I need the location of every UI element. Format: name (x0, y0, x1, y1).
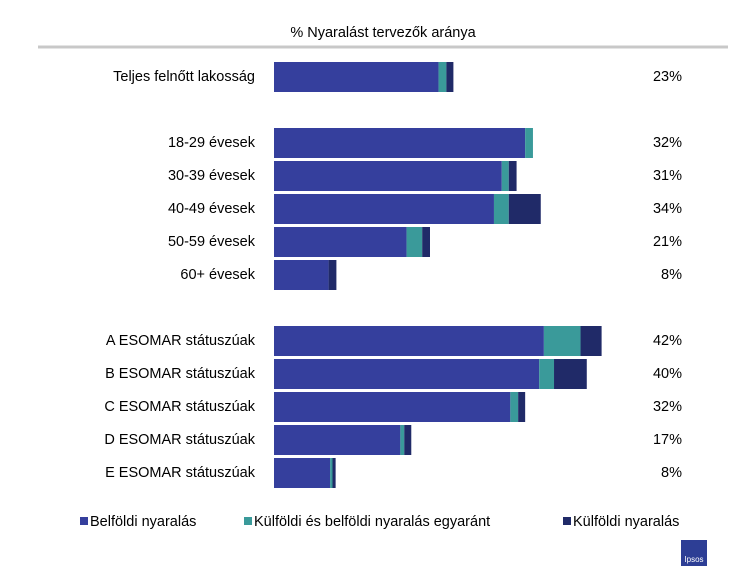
total-label: 32% (653, 399, 682, 415)
bar-segment (554, 359, 587, 389)
bar-segment (518, 392, 526, 422)
bar-segment (274, 194, 494, 224)
bar-segment (274, 392, 511, 422)
total-label: 42% (653, 333, 682, 349)
bar-segment (508, 161, 517, 191)
total-label: 34% (653, 201, 682, 217)
bar-segment (274, 326, 544, 356)
bar-segment (493, 194, 509, 224)
bar-segment (274, 227, 407, 257)
bar-segment (508, 194, 541, 224)
legend-label: Belföldi nyaralás (90, 514, 196, 530)
logo-box (681, 540, 707, 566)
bar-segment (438, 62, 447, 92)
category-label: 60+ évesek (180, 267, 255, 283)
bar-segment (330, 458, 333, 488)
category-label: E ESOMAR státuszúak (105, 465, 256, 481)
bar-segment (274, 128, 526, 158)
bar-segment (274, 161, 502, 191)
bar-segment (274, 458, 331, 488)
category-label: 30-39 évesek (168, 168, 256, 184)
logo: Ipsos (684, 555, 703, 564)
category-label: B ESOMAR státuszúak (105, 366, 256, 382)
bar-segment (539, 359, 555, 389)
bar-segment (543, 326, 581, 356)
category-label: 50-59 évesek (168, 234, 256, 250)
bar-segment (510, 392, 519, 422)
bar-segment (446, 62, 454, 92)
category-label: C ESOMAR státuszúak (104, 399, 255, 415)
bar-segment (328, 260, 337, 290)
bar-segment (400, 425, 405, 455)
chart-title: % Nyaralást tervezők aránya (290, 25, 476, 41)
bar-segment (274, 260, 329, 290)
category-label: A ESOMAR státuszúak (106, 333, 256, 349)
category-label: Teljes felnőtt lakosság (113, 69, 255, 85)
total-label: 17% (653, 432, 682, 448)
bar-segment (274, 62, 439, 92)
category-label: 18-29 évesek (168, 135, 256, 151)
legend-label: Külföldi és belföldi nyaralás egyaránt (254, 514, 490, 530)
bar-segment (332, 458, 336, 488)
bar-segment (406, 227, 423, 257)
bar-segment (274, 425, 401, 455)
category-label: D ESOMAR státuszúak (104, 432, 255, 448)
legend-swatch (563, 517, 571, 525)
bar-segment (525, 128, 533, 158)
legend-swatch (244, 517, 252, 525)
legend-swatch (80, 517, 88, 525)
total-label: 8% (661, 267, 682, 283)
legend-label: Külföldi nyaralás (573, 514, 679, 530)
bar-segment (501, 161, 509, 191)
bar-segment (422, 227, 430, 257)
total-label: 8% (661, 465, 682, 481)
total-label: 40% (653, 366, 682, 382)
bar-segment (580, 326, 602, 356)
bar-segment (274, 359, 540, 389)
total-label: 23% (653, 69, 682, 85)
total-label: 32% (653, 135, 682, 151)
total-label: 31% (653, 168, 682, 184)
category-label: 40-49 évesek (168, 201, 256, 217)
total-label: 21% (653, 234, 682, 250)
bar-segment (404, 425, 412, 455)
